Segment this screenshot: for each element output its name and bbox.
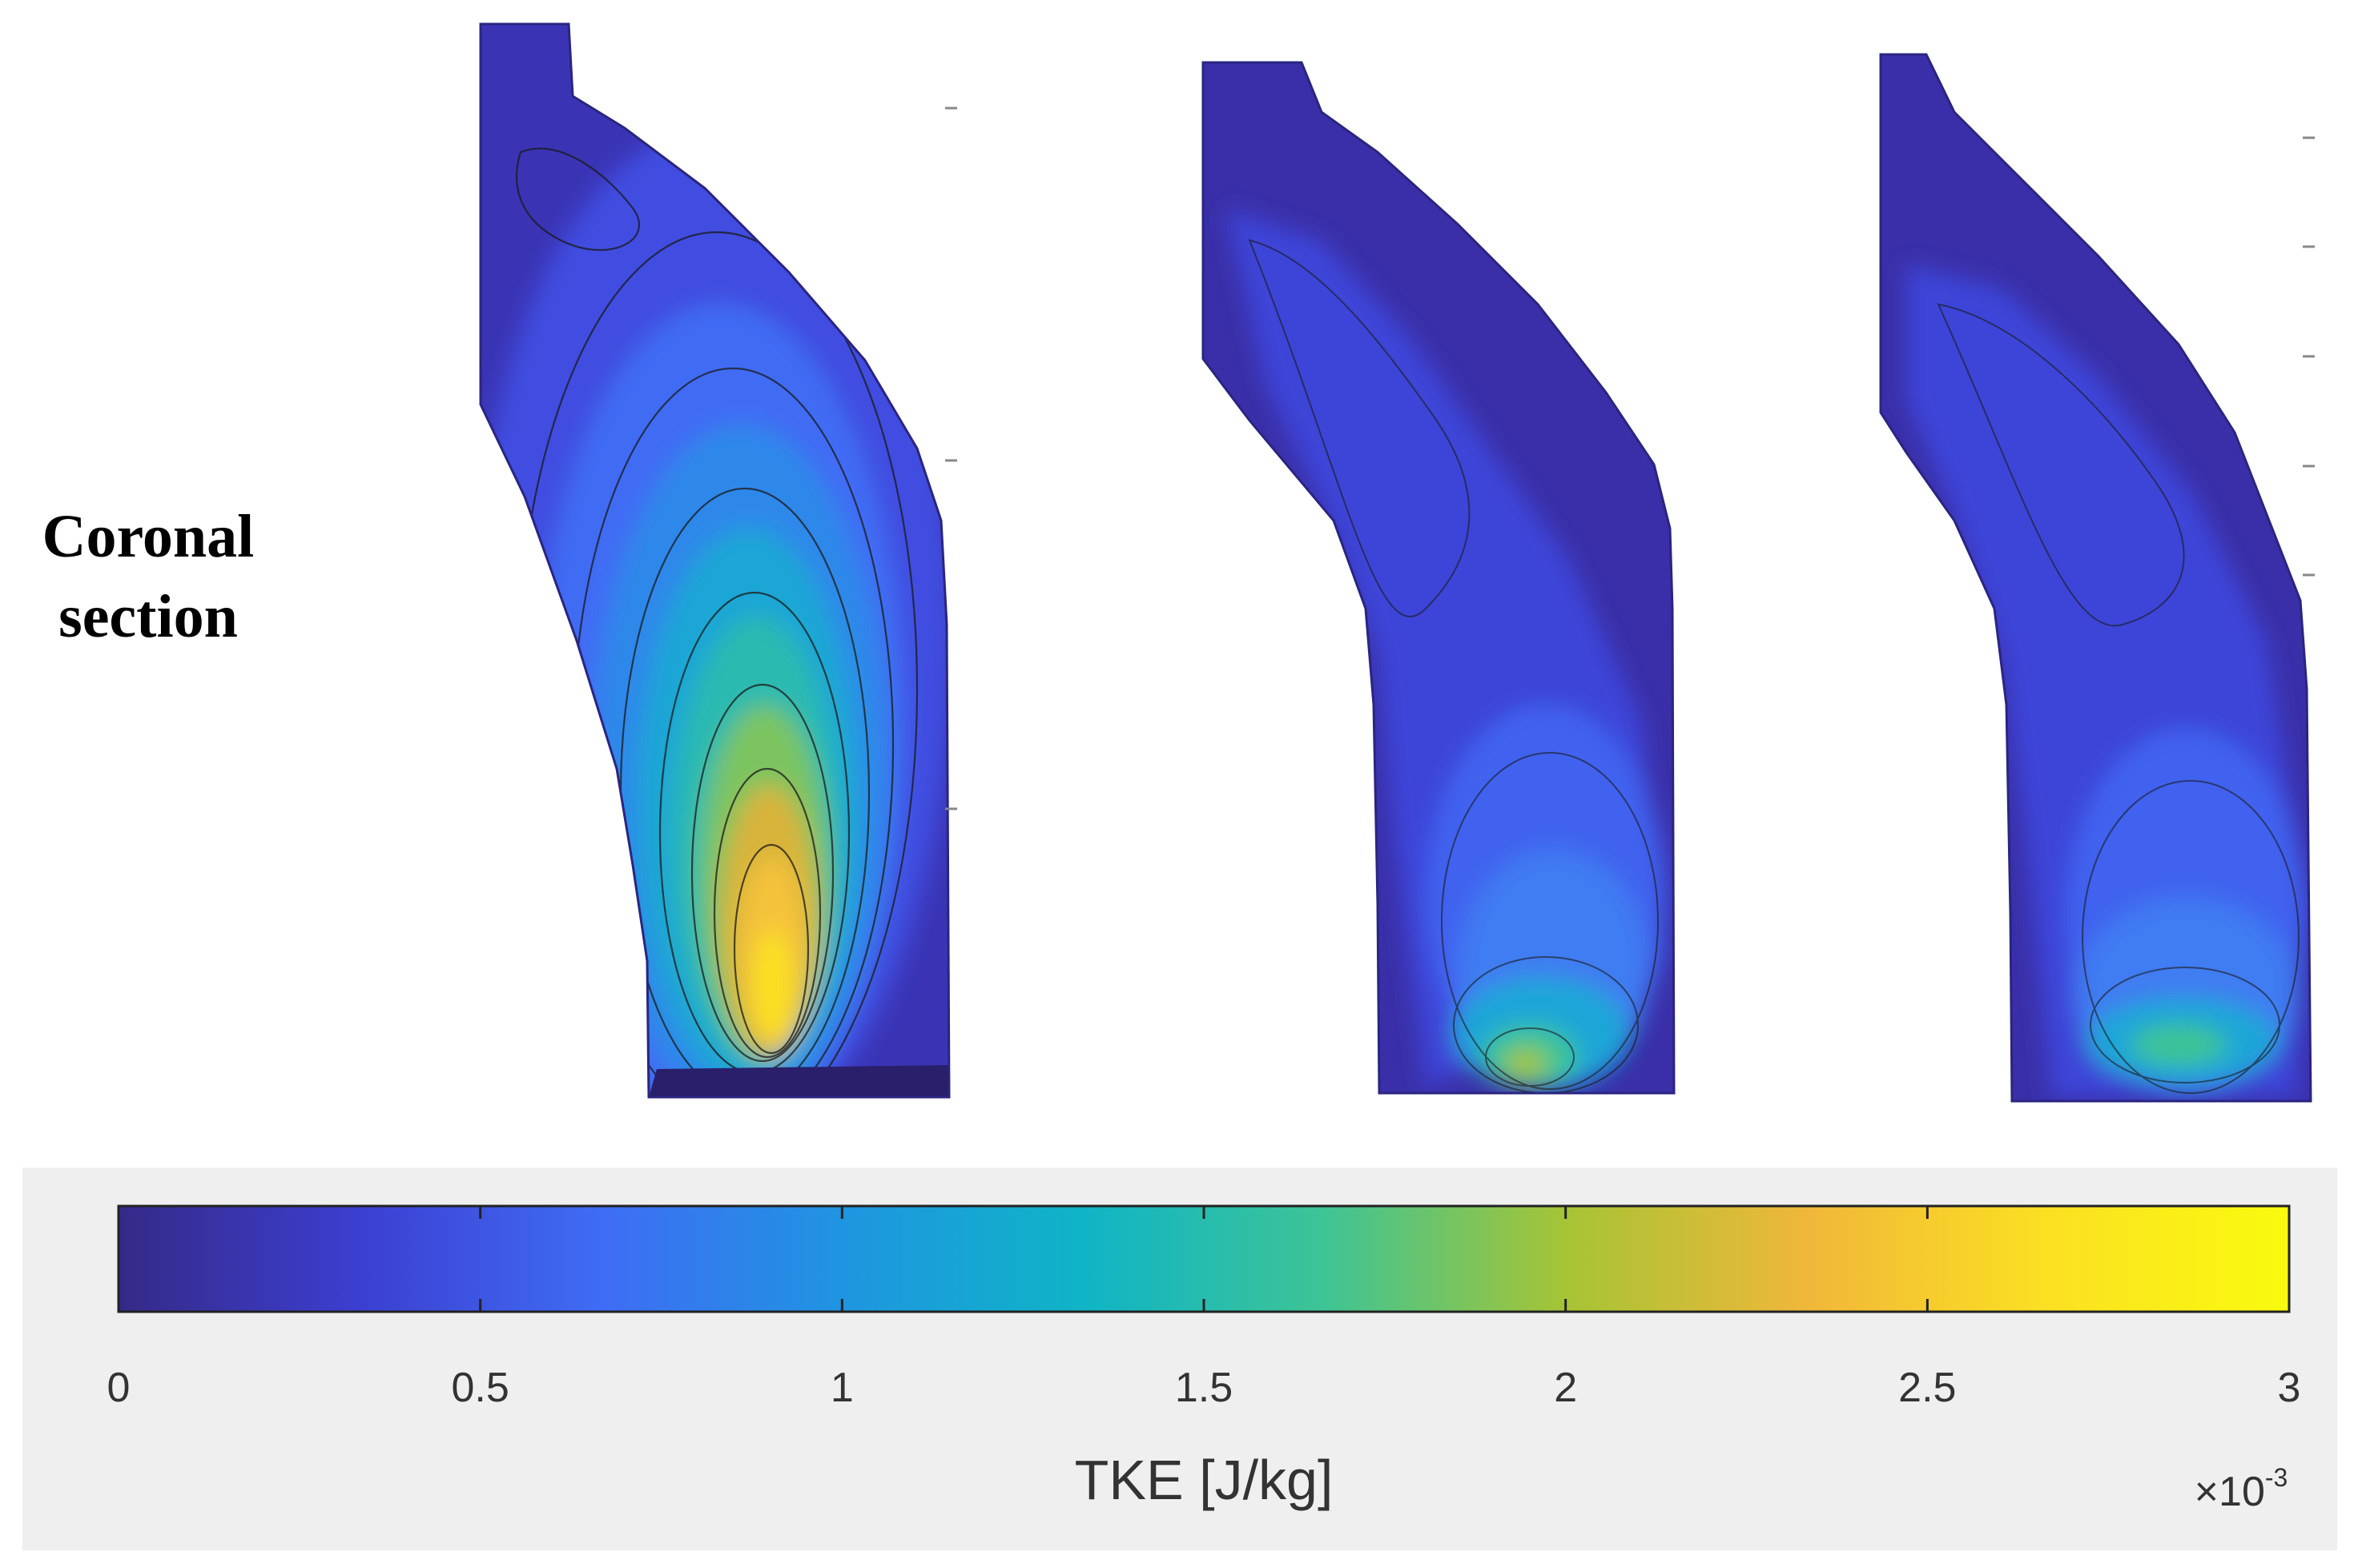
colorbar-multiplier: ×10-3 [2195,1463,2288,1515]
colorbar-tick-label: 2 [1554,1365,1577,1411]
colorbar-tick-label: 3 [2278,1365,2301,1411]
colorbar-tick-label: 0 [107,1365,131,1411]
colorbar-panel: 0 0.5 1 1.5 2 2.5 3 TKE [J/kg] ×10-3 [22,1168,2337,1550]
colorbar-tick-label: 1 [831,1365,854,1411]
tke-panel-1 [479,22,957,1099]
tke-panel-3 [1879,53,2315,1103]
colorbar-tick-label: 2.5 [1898,1365,1956,1411]
colorbar-tick-label: 1.5 [1175,1365,1233,1411]
colorbar-title: TKE [J/kg] [1075,1449,1334,1511]
colorbar-tick-label: 0.5 [452,1365,509,1411]
row-label: Coronal section [16,497,280,657]
tke-panel-2 [1201,61,1676,1095]
colorbar-gradient [117,1204,2291,1313]
row-label-line2: section [58,583,238,650]
row-label-line1: Coronal [42,503,255,570]
colorbar: 0 0.5 1 1.5 2 2.5 3 TKE [J/kg] ×10-3 [107,1204,2301,1515]
